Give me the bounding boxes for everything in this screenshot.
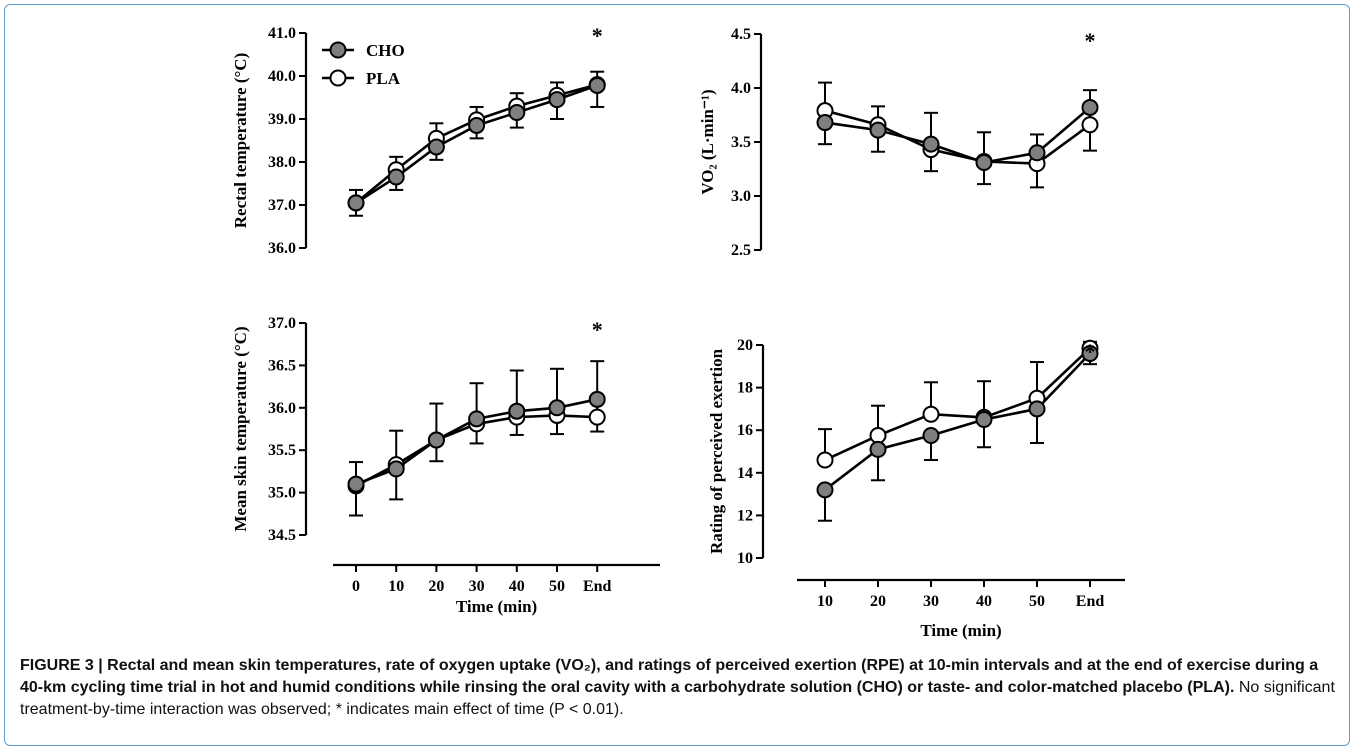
data-point-cho [1028,400,1046,418]
y-tick-label: 37.0 [268,197,296,214]
x-tick-label: End [1076,593,1105,610]
legend: CHO PLA [322,41,405,88]
data-point-cho [922,135,940,153]
chart-panel-2: 2.5 3.0 3.5 4.0 4.5 VO₂ (L·min⁻¹) * [698,26,1099,259]
data-point-cho [816,114,834,132]
legend-marker-pla [329,69,347,87]
data-point-pla [588,408,606,426]
x-axis-title: Time (min) [456,597,537,616]
chart-panel-4: 10 12 14 16 18 20 Rating of perceived exertion… [707,337,1125,640]
chart-panel-3: 34.5 35.0 35.5 36.0 36.5 37.0 Mean skin temper… [231,315,660,616]
x-tick-label: 50 [549,578,565,595]
figure-charts: 36.0 37.0 38.0 39.0 40.0 41.0 Rectal temperatu… [231,23,1125,640]
x-tick-label: 20 [428,578,444,595]
figure-frame [4,4,1350,746]
data-point-cho [1028,144,1046,162]
data-point-cho [347,475,365,493]
y-tick-label: 36.0 [268,240,296,257]
y-tick-label: 16 [737,422,753,439]
significance-star: * [1085,339,1096,364]
caption-normal-text: No significant treatment-by-time interac… [20,679,1335,718]
x-tick-label: 10 [388,578,404,595]
y-axis-title: Rectal temperature (°C) [231,53,250,228]
x-tick-label: 30 [469,578,485,595]
y-tick-label: 40.0 [268,68,296,85]
figure-caption: FIGURE 3 | Rectal and mean skin temperat… [20,655,1340,721]
x-tick-label: 40 [509,578,525,595]
y-axis-title: VO₂ (L·min⁻¹) [698,89,717,194]
data-point-pla [869,427,887,445]
data-point-cho [427,138,445,156]
x-tick-label: 50 [1029,593,1045,610]
data-point-cho [869,121,887,139]
data-point-pla [816,451,834,469]
data-point-cho [922,427,940,445]
y-tick-label: 37.0 [268,315,296,332]
data-point-cho [387,168,405,186]
legend-label: CHO [366,41,405,60]
y-tick-label: 14 [737,465,753,482]
x-tick-label: 0 [352,578,360,595]
data-point-cho [468,116,486,134]
caption-label: FIGURE 3 | [20,657,103,674]
y-tick-label: 4.5 [731,26,751,43]
series-line-pla [824,347,1091,462]
significance-star: * [1085,28,1096,53]
data-point-cho [548,91,566,109]
data-point-cho [347,194,365,212]
y-tick-label: 36.0 [268,400,296,417]
x-axis-title: Time (min) [920,621,1001,640]
caption-bold-text: Rectal and mean skin temperatures, rate … [20,657,1319,696]
y-tick-label: 38.0 [268,154,296,171]
data-point-cho [387,460,405,478]
y-tick-label: 3.5 [731,134,751,151]
x-tick-label: 20 [870,593,886,610]
data-point-cho [1081,98,1099,116]
data-point-cho [548,399,566,417]
data-point-cho [588,76,606,94]
legend-marker-cho [329,41,347,59]
y-tick-label: 4.0 [731,80,751,97]
significance-star: * [592,23,603,48]
y-tick-label: 34.5 [268,527,296,544]
series-line-cho [824,352,1091,491]
y-tick-label: 12 [737,507,753,524]
y-tick-label: 20 [737,337,753,354]
y-axis-title: Mean skin temperature (°C) [231,326,250,531]
data-point-cho [975,154,993,172]
y-tick-label: 2.5 [731,242,751,259]
data-point-cho [427,431,445,449]
data-point-cho [816,481,834,499]
data-point-pla [922,405,940,423]
y-tick-label: 10 [737,550,753,567]
y-tick-label: 35.0 [268,485,296,502]
y-tick-label: 35.5 [268,442,296,459]
data-point-cho [869,440,887,458]
y-tick-label: 18 [737,380,753,397]
x-tick-label: 10 [817,593,833,610]
y-tick-label: 41.0 [268,25,296,42]
x-tick-label: 40 [976,593,992,610]
data-point-cho [588,390,606,408]
data-point-cho [508,104,526,122]
y-tick-label: 3.0 [731,188,751,205]
significance-star: * [592,317,603,342]
y-tick-label: 36.5 [268,357,296,374]
x-tick-label: End [583,578,612,595]
legend-label: PLA [366,69,401,88]
series-line-cho [824,106,1091,164]
data-point-cho [975,411,993,429]
y-axis-title: Rating of perceived exertion [707,348,726,554]
chart-panel-1: 36.0 37.0 38.0 39.0 40.0 41.0 Rectal temperatu… [231,23,606,257]
y-tick-label: 39.0 [268,111,296,128]
data-point-cho [508,402,526,420]
data-point-cho [468,410,486,428]
data-point-cho [1081,345,1099,363]
data-point-pla [1081,116,1099,134]
x-tick-label: 30 [923,593,939,610]
series-line-pla [824,109,1091,165]
